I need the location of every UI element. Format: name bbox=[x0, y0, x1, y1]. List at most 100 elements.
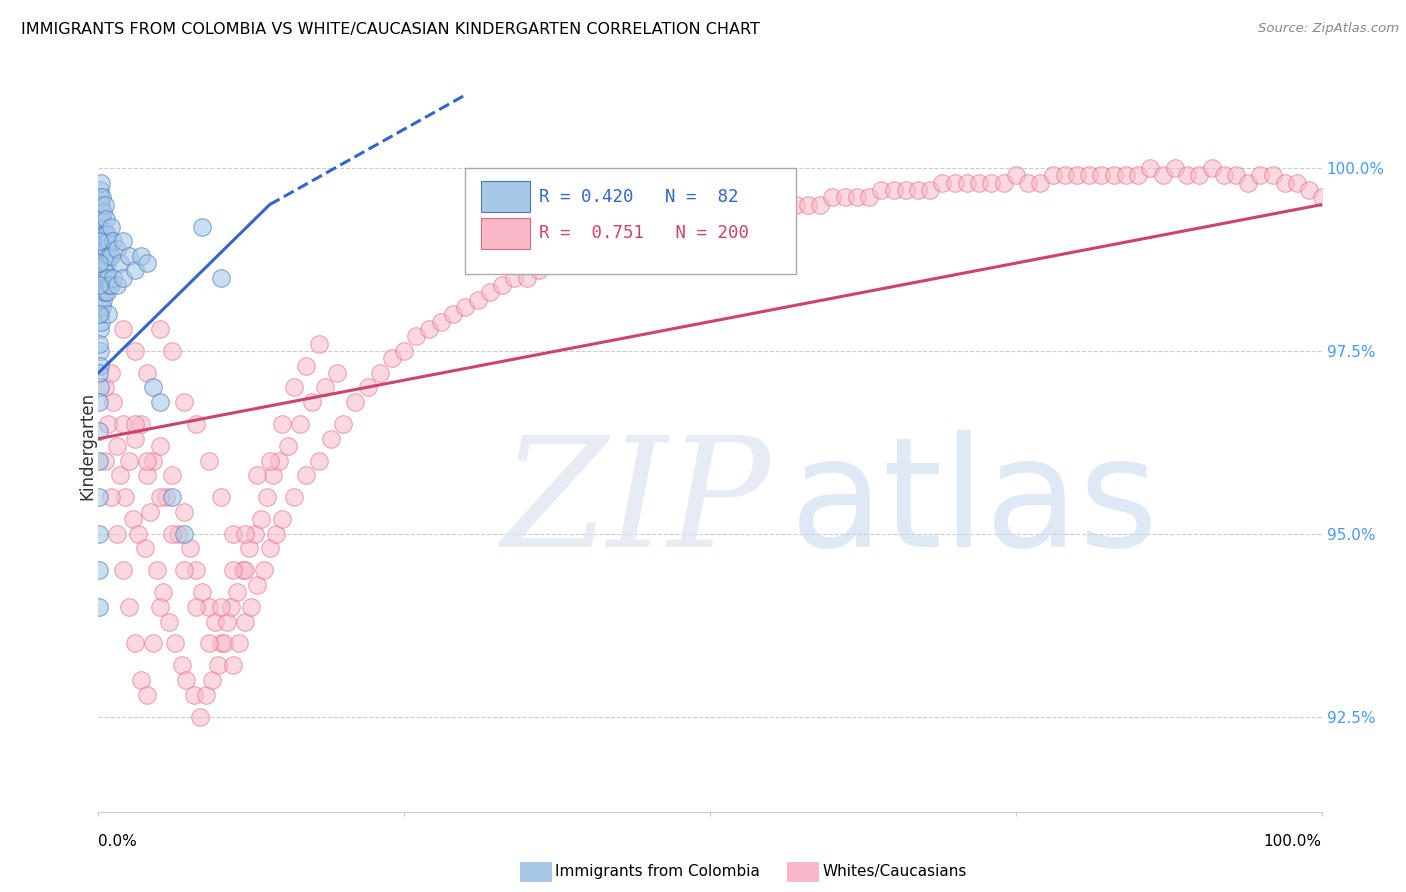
Point bbox=[430, 315, 453, 329]
Point bbox=[118, 599, 141, 614]
Point bbox=[295, 359, 318, 373]
Point bbox=[90, 285, 112, 300]
Point bbox=[748, 205, 770, 219]
Point bbox=[238, 541, 260, 556]
Point bbox=[111, 270, 134, 285]
Point bbox=[1237, 176, 1260, 190]
Point bbox=[101, 270, 124, 285]
Point bbox=[209, 490, 232, 504]
Point bbox=[87, 395, 110, 409]
Point bbox=[250, 512, 273, 526]
Point bbox=[1188, 169, 1211, 183]
Point bbox=[1298, 183, 1320, 197]
Point bbox=[186, 599, 208, 614]
Point bbox=[233, 615, 256, 629]
Point bbox=[96, 256, 118, 270]
Point bbox=[90, 197, 112, 211]
Point bbox=[1128, 169, 1150, 183]
Point bbox=[101, 234, 124, 248]
Point bbox=[91, 263, 114, 277]
Point bbox=[246, 468, 269, 483]
Point bbox=[332, 417, 354, 431]
Point bbox=[503, 270, 526, 285]
Point bbox=[441, 307, 464, 321]
Point bbox=[907, 183, 929, 197]
Point bbox=[173, 395, 195, 409]
Point bbox=[165, 636, 187, 650]
Point bbox=[142, 453, 165, 467]
Point bbox=[858, 190, 880, 204]
Point bbox=[173, 563, 195, 577]
Point bbox=[91, 205, 114, 219]
Point bbox=[527, 263, 550, 277]
Point bbox=[540, 256, 562, 270]
Point bbox=[191, 219, 214, 234]
Point bbox=[146, 563, 169, 577]
Point bbox=[149, 490, 172, 504]
Point bbox=[110, 468, 132, 483]
Point bbox=[87, 234, 110, 248]
Point bbox=[956, 176, 979, 190]
Point bbox=[94, 242, 117, 256]
Point bbox=[91, 242, 114, 256]
Point bbox=[129, 417, 152, 431]
Point bbox=[222, 658, 245, 673]
Point bbox=[129, 249, 152, 263]
Point bbox=[94, 212, 117, 227]
Point bbox=[149, 322, 172, 336]
Point bbox=[1078, 169, 1101, 183]
Point bbox=[785, 197, 807, 211]
Point bbox=[270, 417, 294, 431]
Point bbox=[149, 395, 172, 409]
Point bbox=[89, 219, 111, 234]
Point bbox=[98, 249, 121, 263]
Point bbox=[93, 453, 115, 467]
Point bbox=[90, 227, 112, 241]
Point bbox=[89, 190, 111, 204]
Point bbox=[686, 219, 709, 234]
Point bbox=[1053, 169, 1076, 183]
Point bbox=[91, 190, 114, 204]
Point bbox=[219, 599, 242, 614]
Point bbox=[89, 343, 111, 358]
Point bbox=[97, 307, 120, 321]
Point bbox=[121, 512, 143, 526]
Point bbox=[723, 212, 745, 227]
Point bbox=[246, 578, 269, 592]
Point bbox=[209, 636, 232, 650]
Point bbox=[111, 234, 134, 248]
Point bbox=[931, 176, 953, 190]
Point bbox=[356, 380, 378, 394]
Point bbox=[160, 468, 183, 483]
Point bbox=[222, 526, 245, 541]
Point bbox=[173, 526, 195, 541]
Point bbox=[264, 526, 287, 541]
Point bbox=[91, 293, 114, 307]
Point bbox=[93, 256, 115, 270]
Point bbox=[195, 688, 218, 702]
Point bbox=[94, 270, 117, 285]
Point bbox=[142, 380, 165, 394]
Point bbox=[136, 468, 159, 483]
Point bbox=[149, 599, 172, 614]
Point bbox=[993, 176, 1015, 190]
Point bbox=[870, 183, 893, 197]
Point bbox=[100, 278, 122, 293]
Point bbox=[1102, 169, 1125, 183]
Point bbox=[1201, 161, 1223, 175]
Point bbox=[197, 453, 219, 467]
Point bbox=[100, 366, 122, 380]
Point bbox=[90, 315, 112, 329]
Point bbox=[1115, 169, 1137, 183]
Point bbox=[405, 329, 427, 343]
Point bbox=[87, 278, 110, 293]
Point bbox=[197, 599, 219, 614]
Point bbox=[89, 322, 111, 336]
Point bbox=[290, 417, 312, 431]
Point bbox=[467, 293, 489, 307]
Point bbox=[91, 234, 114, 248]
Point bbox=[87, 599, 110, 614]
Text: 100.0%: 100.0% bbox=[1264, 834, 1322, 849]
Point bbox=[114, 490, 136, 504]
Point bbox=[191, 585, 214, 599]
